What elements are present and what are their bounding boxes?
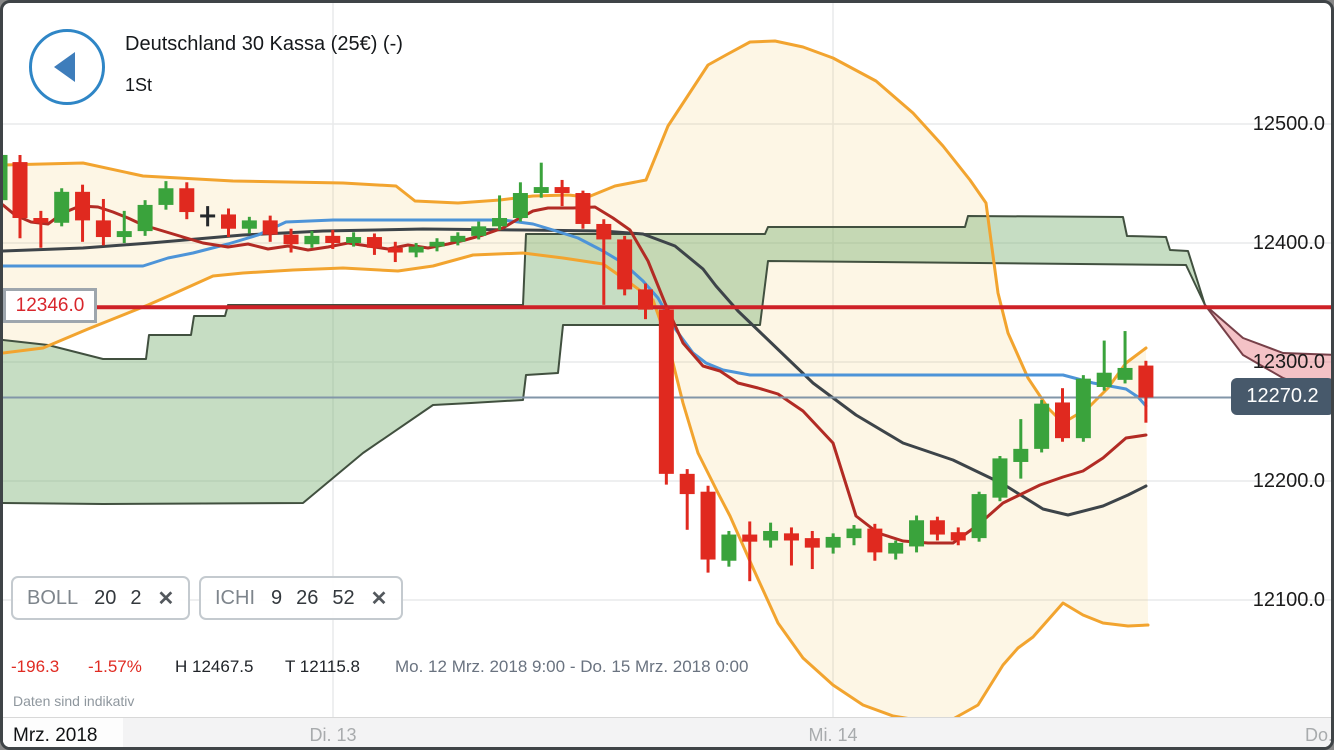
session-range: Mo. 12 Mrz. 2018 9:00 - Do. 15 Mrz. 2018… [395,657,749,676]
remove-indicator-icon[interactable]: ✕ [370,587,388,610]
indicator-params: 20 2 [94,587,155,610]
month-label-background [3,718,123,747]
current-price-badge: 12270.2 [1231,378,1331,415]
instrument-title: Deutschland 30 Kassa (25€) (-) [125,33,403,55]
indicator-param: 9 [271,586,283,609]
remove-indicator-icon[interactable]: ✕ [157,587,175,610]
data-disclaimer: Daten sind indikativ [13,693,135,709]
indicator-param: 26 [296,586,319,609]
time-axis-label: Mi. 14 [808,725,858,745]
time-axis[interactable]: Mrz. 2018 Di. 13 Mi. 14 Do. [3,717,1334,747]
indicator-param: 52 [332,586,355,609]
time-axis-label: Do. [1304,725,1334,745]
time-axis-label: Mrz. 2018 [13,725,98,746]
indicator-param: 20 [94,586,117,609]
y-axis-tick: 12200.0 [1252,470,1325,492]
y-axis-tick: 12100.0 [1252,589,1325,611]
back-button[interactable] [29,29,105,105]
indicator-name: ICHI [215,586,255,609]
back-arrow-icon [54,52,75,82]
session-high: H 12467.5 [175,657,254,676]
indicator-chip-boll[interactable]: BOLL 20 2 ✕ [11,576,191,620]
y-axis-tick: 12300.0 [1252,351,1325,373]
price-chart-canvas[interactable] [3,3,1334,750]
change-percent: -1.57% [88,657,142,676]
chart-header: Deutschland 30 Kassa (25€) (-) 1St [3,3,503,123]
indicator-chip-ichi[interactable]: ICHI 9 26 52 ✕ [199,576,404,620]
change-value: -196.3 [11,657,60,676]
y-axis-tick: 12500.0 [1252,113,1325,135]
time-axis-label: Di. 13 [309,725,357,745]
indicator-params: 9 26 52 [271,587,369,610]
indicator-name: BOLL [27,586,79,609]
alert-price-label[interactable]: 12346.0 [3,288,97,323]
indicator-param: 2 [130,586,142,609]
session-low: T 12115.8 [285,657,360,676]
timeframe-label: 1St [125,75,153,95]
y-axis-tick: 12400.0 [1252,232,1325,254]
